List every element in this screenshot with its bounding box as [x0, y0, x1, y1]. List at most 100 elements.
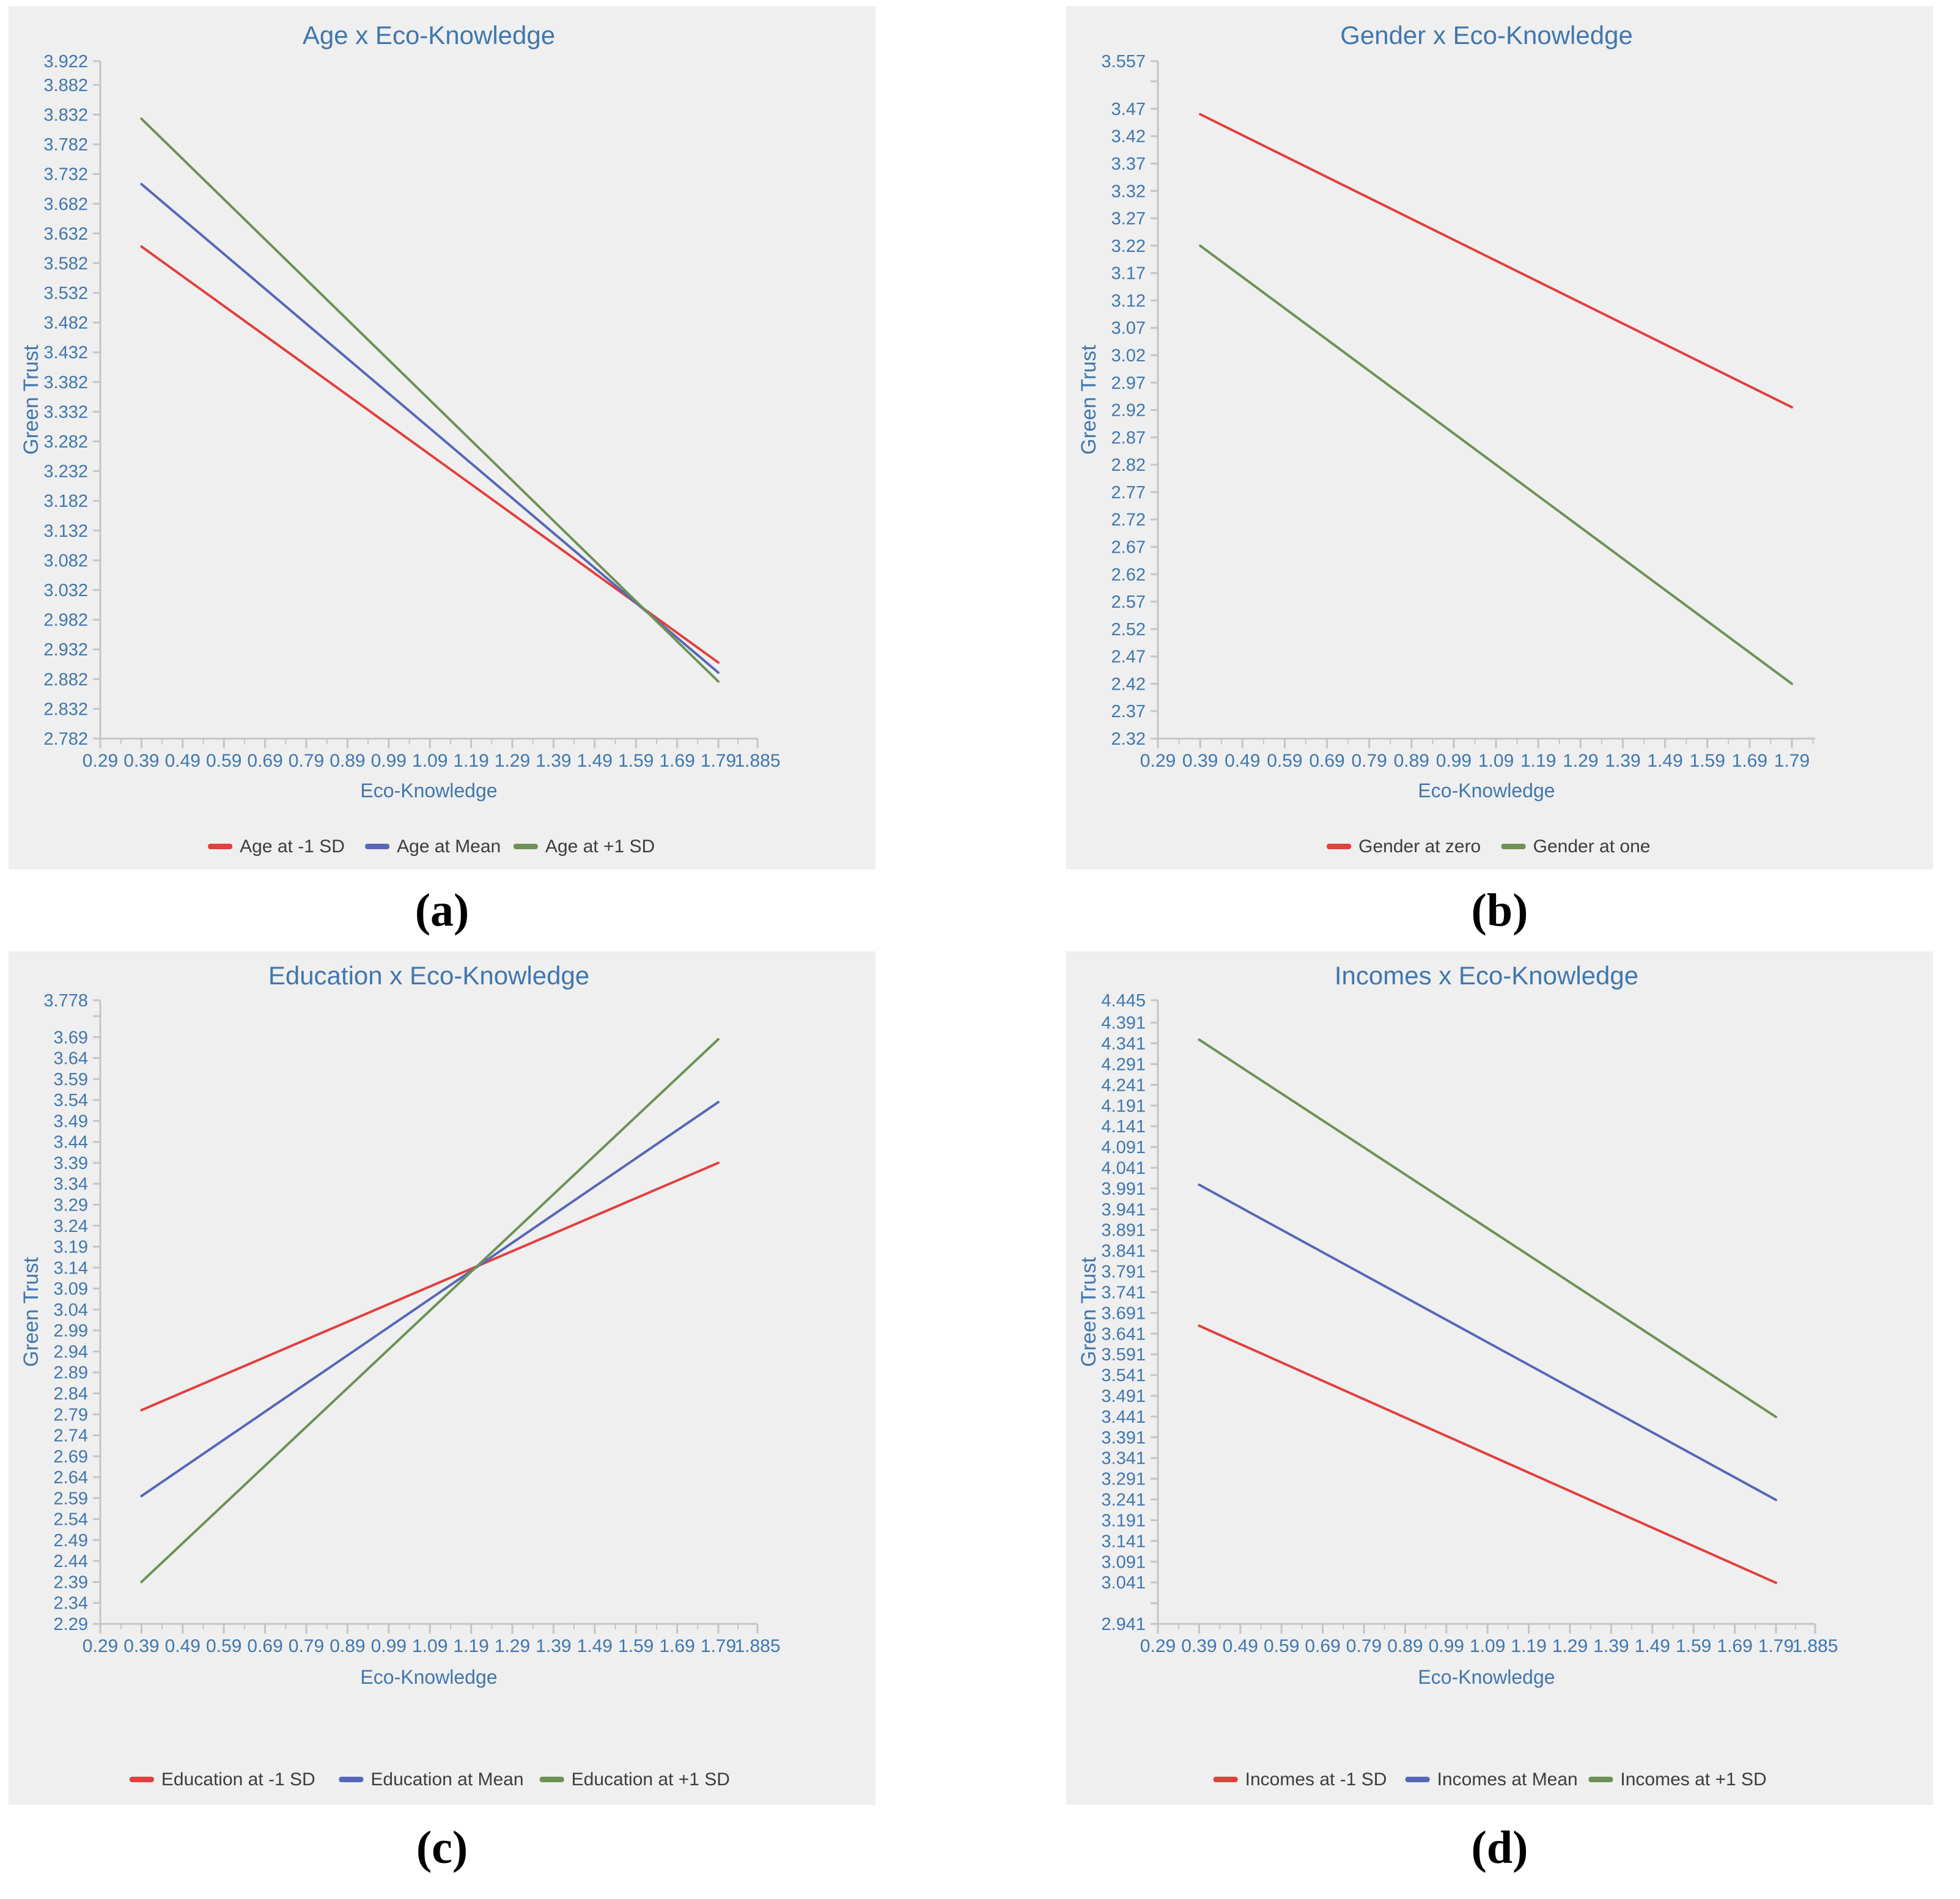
- legend-label: Age at Mean: [397, 836, 501, 857]
- y-tick-label: 2.99: [54, 1321, 88, 1341]
- y-tick-label: 4.241: [1101, 1075, 1146, 1095]
- y-tick-label: 3.691: [1101, 1303, 1146, 1323]
- figure-cell-b: Gender x Eco-Knowledge 3.557 3.47 3.42 3.37 3…: [1066, 6, 1933, 951]
- y-tick-label: 2.84: [54, 1384, 88, 1404]
- y-axis-title: Green Trust: [20, 1257, 43, 1367]
- legend-swatch: [208, 844, 233, 849]
- y-tick-label: 2.82: [1111, 455, 1146, 475]
- x-tick-label: 0.79: [289, 1636, 324, 1656]
- y-tick-label: 3.922: [43, 52, 88, 72]
- legend-label: Incomes at -1 SD: [1245, 1769, 1387, 1790]
- chart-title: Education x Eco-Knowledge: [268, 961, 589, 990]
- y-tick-label: 3.541: [1101, 1366, 1146, 1385]
- x-tick-label: 1.79: [1758, 1636, 1794, 1656]
- y-tick-label: 3.632: [43, 224, 88, 244]
- y-tick-label: 3.832: [43, 105, 88, 125]
- x-tick-label: 1.09: [412, 751, 448, 771]
- y-tick-label: 2.29: [54, 1615, 88, 1634]
- y-tick-label: 2.982: [43, 611, 88, 630]
- y-tick-label: 4.341: [1101, 1034, 1146, 1054]
- line-chart-age: Age x Eco-Knowledge 3.922 3.882 3.832 3.782 3…: [20, 21, 781, 857]
- line-chart-incomes: Incomes x Eco-Knowledge4.4454.3914.3414.…: [1077, 961, 1838, 1790]
- legend-swatch: [1588, 1777, 1613, 1782]
- chart-panel-incomes: Incomes x Eco-Knowledge 4.445 4.391 4.341 4.…: [1066, 951, 1933, 1805]
- series-line: [1198, 1038, 1777, 1418]
- y-tick-label: 3.49: [54, 1112, 88, 1131]
- legend-swatch: [1405, 1777, 1430, 1782]
- y-tick-label: 2.44: [54, 1552, 88, 1571]
- legend-swatch: [339, 1777, 364, 1782]
- x-tick-label: 1.19: [453, 751, 488, 771]
- y-tick-label: 2.54: [54, 1510, 88, 1530]
- x-tick-label: 0.89: [1387, 1636, 1423, 1656]
- x-tick-label: 0.99: [371, 751, 407, 771]
- y-tick-label: 2.49: [54, 1531, 88, 1551]
- y-tick-label: 3.47: [1111, 100, 1146, 119]
- y-tick-label: 3.291: [1101, 1470, 1146, 1489]
- y-tick-label: 3.232: [43, 462, 88, 482]
- panel-label-a: (a): [414, 884, 470, 936]
- y-tick-label: 2.32: [1111, 729, 1146, 749]
- x-tick-label: 1.29: [495, 1636, 530, 1656]
- y-tick-label: 2.64: [54, 1468, 88, 1488]
- chart-title: Gender x Eco-Knowledge: [1340, 21, 1633, 50]
- series-line: [140, 1161, 720, 1412]
- y-tick-label: 2.832: [43, 699, 88, 719]
- x-tick-label: 0.59: [206, 751, 241, 771]
- x-tick-label: 1.885: [734, 1636, 780, 1656]
- series-line: [1199, 244, 1793, 685]
- x-axis-title: Eco-Knowledge: [360, 780, 497, 802]
- x-tick-label: 1.59: [1690, 751, 1725, 771]
- x-tick-label: 1.59: [1676, 1636, 1711, 1656]
- y-tick-label: 3.44: [54, 1133, 88, 1152]
- x-tick-label: 1.09: [1478, 751, 1514, 771]
- legend-swatch: [1213, 1777, 1238, 1782]
- y-tick-label: 2.69: [54, 1447, 88, 1467]
- chart-panel-gender: Gender x Eco-Knowledge 3.557 3.47 3.42 3.37 3…: [1066, 6, 1933, 869]
- x-tick-label: 0.39: [123, 751, 159, 771]
- figure-cell-a: Age x Eco-Knowledge 3.922 3.882 3.832 3.782 3…: [9, 6, 875, 951]
- x-tick-label: 0.79: [1346, 1636, 1382, 1656]
- y-tick-label: 2.882: [43, 670, 88, 690]
- x-tick-label: 0.99: [371, 1636, 407, 1656]
- x-tick-label: 1.69: [1717, 1636, 1752, 1656]
- figure-cell-c: Education x Eco-Knowledge 3.778 3.69 3.64 3.…: [9, 951, 875, 1890]
- y-tick-label: 3.091: [1101, 1552, 1146, 1572]
- y-tick-label: 3.282: [43, 432, 88, 452]
- x-tick-label: 1.39: [1593, 1636, 1629, 1656]
- y-tick-label: 2.941: [1101, 1615, 1146, 1634]
- y-tick-label: 3.02: [1111, 346, 1146, 366]
- x-tick-label: 0.49: [1225, 751, 1260, 771]
- panel-label-d: (d): [1471, 1821, 1528, 1873]
- series-line: [140, 1038, 720, 1584]
- y-tick-label: 2.37: [1111, 702, 1146, 721]
- y-tick-label: 3.782: [43, 135, 88, 155]
- y-tick-label: 3.941: [1101, 1200, 1146, 1220]
- y-tick-label: 3.19: [54, 1237, 88, 1257]
- y-tick-label: 3.841: [1101, 1242, 1146, 1261]
- x-tick-label: 1.09: [412, 1636, 448, 1656]
- legend-swatch: [1501, 844, 1526, 849]
- series-line: [140, 117, 720, 683]
- y-tick-label: 2.932: [43, 640, 88, 660]
- x-tick-label: 0.29: [1140, 1636, 1176, 1656]
- y-tick-label: 2.92: [1111, 401, 1146, 421]
- x-tick-label: 0.29: [83, 1636, 118, 1656]
- x-tick-label: 0.79: [1351, 751, 1387, 771]
- series-line: [1199, 112, 1793, 409]
- y-tick-label: 3.29: [54, 1196, 88, 1215]
- y-tick-label: 2.42: [1111, 674, 1146, 694]
- y-tick-label: 2.39: [54, 1573, 88, 1592]
- y-tick-label: 2.74: [54, 1426, 88, 1446]
- x-axis-title: Eco-Knowledge: [360, 1666, 497, 1688]
- y-tick-label: 4.141: [1101, 1117, 1146, 1137]
- y-tick-label: 2.72: [1111, 511, 1146, 530]
- x-tick-label: 0.69: [247, 1636, 282, 1656]
- y-tick-label: 3.32: [1111, 182, 1146, 201]
- x-tick-label: 0.79: [289, 751, 324, 771]
- y-tick-label: 3.391: [1101, 1428, 1146, 1448]
- x-tick-label: 1.59: [618, 751, 654, 771]
- x-tick-label: 1.885: [1792, 1636, 1838, 1656]
- x-tick-label: 1.69: [1732, 751, 1767, 771]
